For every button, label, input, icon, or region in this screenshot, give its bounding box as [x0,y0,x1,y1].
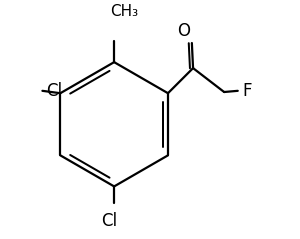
Text: F: F [242,82,251,100]
Text: Cl: Cl [101,212,117,229]
Text: CH₃: CH₃ [110,4,138,19]
Text: Cl: Cl [46,82,62,100]
Text: O: O [177,22,190,40]
